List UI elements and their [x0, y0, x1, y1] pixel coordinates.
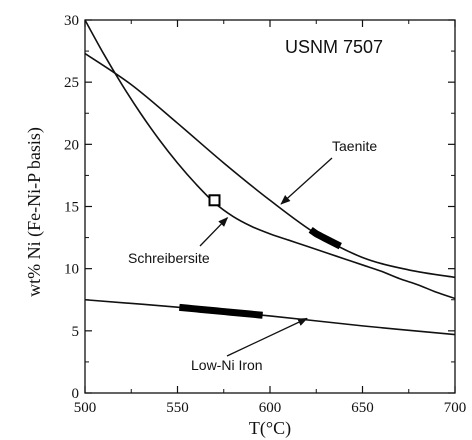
x-tick-label: 550 — [166, 400, 189, 416]
measured-range-taenite — [308, 226, 342, 250]
y-tick-label: 20 — [64, 137, 79, 153]
plot-frame — [84, 19, 456, 394]
y-tick-label: 30 — [64, 13, 79, 29]
annotation-arrow-schreibersite — [199, 216, 229, 247]
annotation-arrow-taenite — [280, 157, 333, 205]
series-line-schreibersite — [85, 20, 455, 300]
annotation-label-schreibersite: Schreibersite — [128, 250, 210, 266]
y-tick-label: 5 — [72, 324, 80, 340]
annotation-arrow-low-ni-iron — [226, 317, 308, 357]
x-tick-label: 500 — [74, 400, 97, 416]
x-tick-label: 650 — [351, 400, 374, 416]
series-line-low-ni-iron — [85, 298, 455, 336]
y-axis-label: wt% Ni (Fe-Ni-P basis) — [24, 127, 45, 297]
y-tick-label: 15 — [64, 200, 79, 216]
data-marker-square — [208, 194, 221, 207]
y-tick-label: 0 — [72, 386, 80, 402]
axis-ticks: 500 550 600 650 700 0 5 10 15 20 25 30 — [64, 13, 466, 416]
x-tick-label: 600 — [259, 400, 282, 416]
plot-area — [85, 20, 455, 336]
sample-label: USNM 7507 — [285, 37, 383, 57]
series-lines — [85, 20, 455, 336]
annotations: Taenite Schreibersite Low-Ni Iron — [128, 138, 377, 373]
annotation-label-taenite: Taenite — [332, 138, 377, 154]
annotation-label-low-ni-iron: Low-Ni Iron — [191, 357, 263, 373]
y-tick-label: 10 — [64, 262, 79, 278]
measured-range-low-ni-iron — [179, 303, 263, 319]
y-tick-label: 25 — [64, 75, 79, 91]
series-line-taenite — [85, 52, 455, 279]
x-tick-label: 700 — [444, 400, 467, 416]
x-axis-label: T(°C) — [249, 418, 291, 439]
